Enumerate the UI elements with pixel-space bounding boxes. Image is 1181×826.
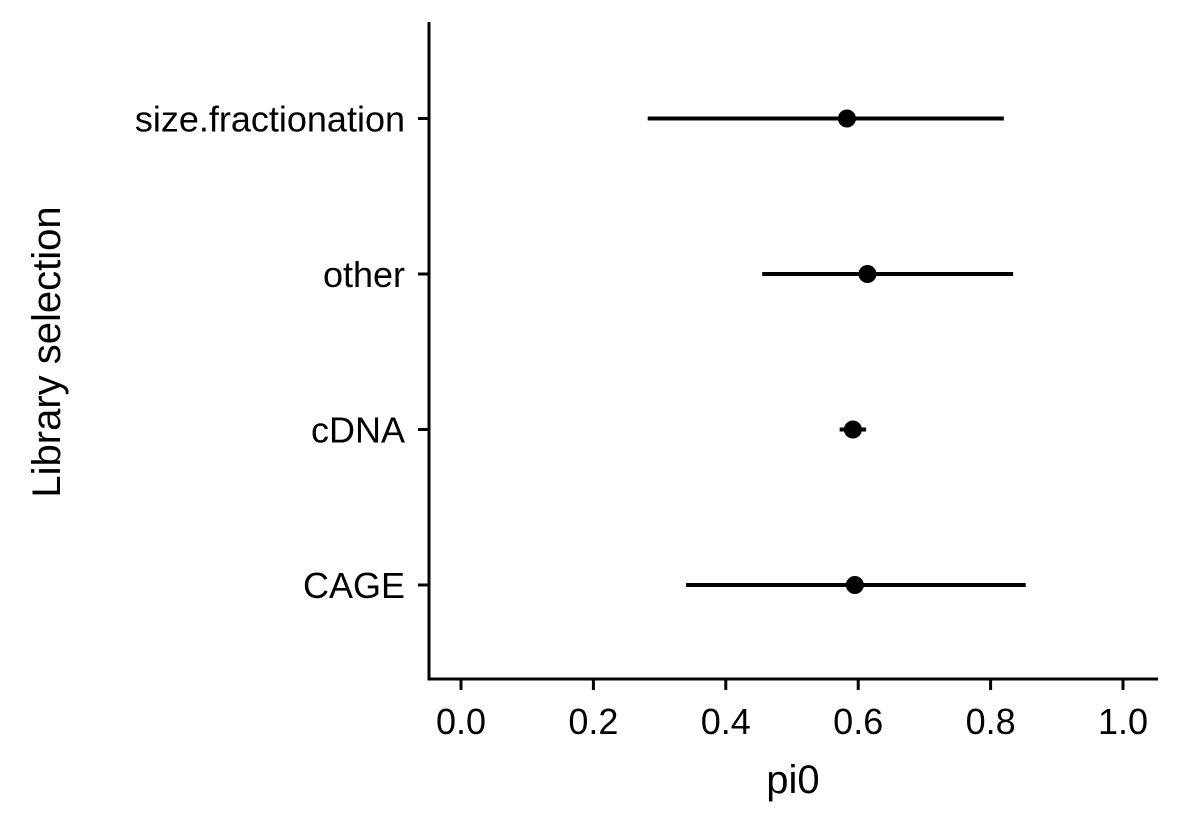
estimate-point-size-fractionation bbox=[837, 109, 856, 128]
estimate-point-cdna bbox=[843, 420, 862, 439]
x-axis-title: pi0 bbox=[766, 758, 819, 802]
y-tick-label-cdna: cDNA bbox=[311, 410, 405, 451]
y-axis-ticks: CAGE cDNA other size.fractionation bbox=[135, 99, 429, 606]
estimate-point-cage bbox=[845, 576, 864, 594]
y-tick-label-other: other bbox=[323, 254, 405, 295]
x-tick-label-2: 0.4 bbox=[701, 701, 751, 742]
x-tick-label-1: 0.2 bbox=[568, 701, 618, 742]
x-axis-ticks: 0.0 0.2 0.4 0.6 0.8 1.0 bbox=[436, 679, 1148, 742]
x-tick-label-4: 0.8 bbox=[966, 701, 1016, 742]
plot-marks bbox=[647, 109, 1026, 594]
x-tick-label-0: 0.0 bbox=[436, 701, 486, 742]
y-axis-title: Library selection bbox=[25, 206, 69, 497]
y-tick-label-size-fractionation: size.fractionation bbox=[135, 99, 405, 140]
x-tick-label-5: 1.0 bbox=[1098, 701, 1148, 742]
y-tick-label-cage: CAGE bbox=[303, 565, 405, 606]
x-tick-label-3: 0.6 bbox=[833, 701, 883, 742]
estimate-point-other bbox=[858, 265, 877, 283]
